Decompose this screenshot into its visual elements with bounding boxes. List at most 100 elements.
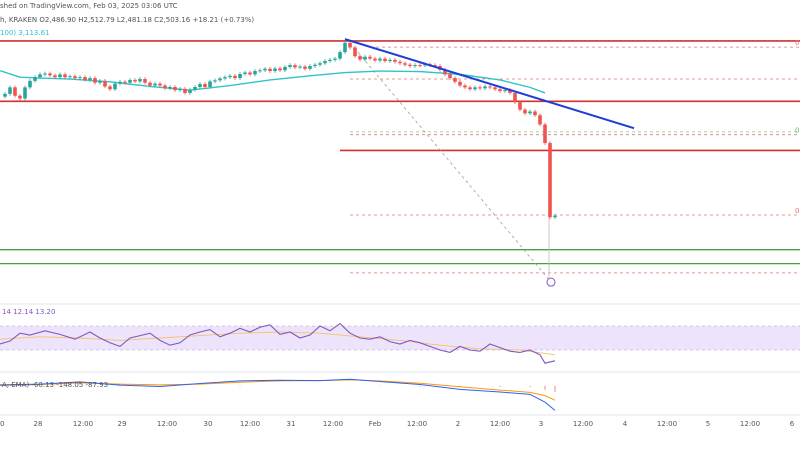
- candle-body: [93, 78, 97, 83]
- x-tick-label: 6: [790, 420, 795, 428]
- x-tick-label: 2: [456, 420, 460, 428]
- candle-body: [398, 61, 402, 64]
- candle-body: [248, 72, 252, 75]
- candle-body: [48, 73, 52, 76]
- x-tick-label: 3: [539, 420, 543, 428]
- candle-body: [8, 87, 12, 94]
- candle-body: [3, 93, 7, 97]
- candle-body: [198, 84, 202, 87]
- candle-body: [548, 143, 552, 218]
- candle-body: [348, 42, 352, 48]
- rsi-band: [0, 326, 800, 350]
- x-tick-label: 30: [204, 420, 213, 428]
- candle-body: [358, 56, 362, 60]
- candle-body: [13, 87, 17, 96]
- candle-body: [463, 85, 467, 88]
- candle-body: [138, 79, 142, 82]
- x-tick-label: Feb: [369, 420, 382, 428]
- candle-body: [153, 83, 157, 86]
- candle-body: [373, 58, 377, 61]
- candle-body: [383, 58, 387, 62]
- candle-body: [523, 109, 527, 114]
- header-ohlc: h, KRAKEN O2,486.90 H2,512.79 L2,481.18 …: [0, 16, 255, 24]
- candle-body: [263, 68, 267, 71]
- candle-body: [353, 47, 357, 57]
- candle-body: [458, 81, 462, 86]
- candle-body: [253, 71, 257, 75]
- candle-body: [303, 66, 307, 69]
- rsi-line: [0, 322, 556, 364]
- target-marker: [546, 277, 556, 287]
- candle-body: [218, 78, 222, 81]
- candle-body: [168, 86, 172, 89]
- candle-body: [493, 87, 497, 90]
- candle-body: [343, 42, 347, 53]
- projection-line: [349, 42, 549, 279]
- candle-body: [318, 63, 322, 65]
- macd-line: [0, 378, 556, 411]
- candle-body: [378, 58, 382, 61]
- candle-body: [283, 66, 287, 71]
- bearish-trendline: [344, 38, 635, 130]
- candle-body: [38, 74, 42, 78]
- x-tick-label: 12:00: [490, 420, 510, 428]
- candle-body: [328, 59, 332, 62]
- candle-body: [188, 89, 192, 93]
- candle-body: [128, 79, 132, 83]
- macd-legend: A, EMA) -60.13 -148.05 -87.93: [2, 381, 108, 389]
- x-tick-label: 30: [0, 420, 4, 428]
- fib-label: 0.6: [795, 127, 800, 135]
- candle-body: [268, 68, 272, 72]
- candle-body: [408, 64, 412, 67]
- candle-body: [208, 81, 212, 87]
- candle-body: [43, 73, 47, 75]
- x-tick-label: 12:00: [657, 420, 677, 428]
- candle-body: [503, 90, 507, 92]
- candle-body: [103, 80, 107, 87]
- candle-body: [543, 124, 547, 144]
- x-tick-label: 12:00: [240, 420, 260, 428]
- candle-body: [293, 65, 297, 68]
- candle-body: [498, 89, 502, 92]
- candle-body: [133, 79, 137, 82]
- x-tick-label: 31: [287, 420, 296, 428]
- candle-body: [148, 82, 152, 86]
- x-tick-label: 5: [706, 420, 710, 428]
- candle-body: [238, 74, 242, 79]
- candle-body: [78, 77, 82, 79]
- candle-body: [143, 79, 147, 83]
- candle-body: [478, 87, 482, 89]
- candle-body: [163, 85, 167, 89]
- candle-body: [538, 115, 542, 125]
- candle-body: [468, 87, 472, 90]
- candle-body: [203, 84, 207, 87]
- candle-body: [223, 77, 227, 79]
- candle-body: [393, 59, 397, 62]
- candle-body: [553, 215, 557, 218]
- candle-body: [518, 102, 522, 110]
- candle-body: [288, 65, 292, 67]
- candle-body: [68, 76, 72, 78]
- candle-body: [118, 81, 122, 84]
- x-tick-label: 4: [623, 420, 628, 428]
- candle-body: [178, 88, 182, 91]
- candle-body: [333, 58, 337, 60]
- candle-body: [483, 86, 487, 89]
- candle-body: [473, 87, 477, 90]
- candle-body: [88, 78, 92, 80]
- candle-body: [528, 111, 532, 114]
- candle-body: [308, 66, 312, 69]
- x-tick-label: 12:00: [407, 420, 427, 428]
- candle-body: [403, 63, 407, 65]
- candle-body: [113, 83, 117, 90]
- x-tick-label: 12:00: [157, 420, 177, 428]
- candle-body: [98, 80, 102, 83]
- rsi-legend: 14 12.14 13.20: [2, 308, 55, 316]
- ma-line: [0, 70, 546, 94]
- x-tick-label: 29: [118, 420, 127, 428]
- candle-body: [158, 83, 162, 86]
- candle-body: [173, 86, 177, 91]
- candle-body: [228, 75, 232, 78]
